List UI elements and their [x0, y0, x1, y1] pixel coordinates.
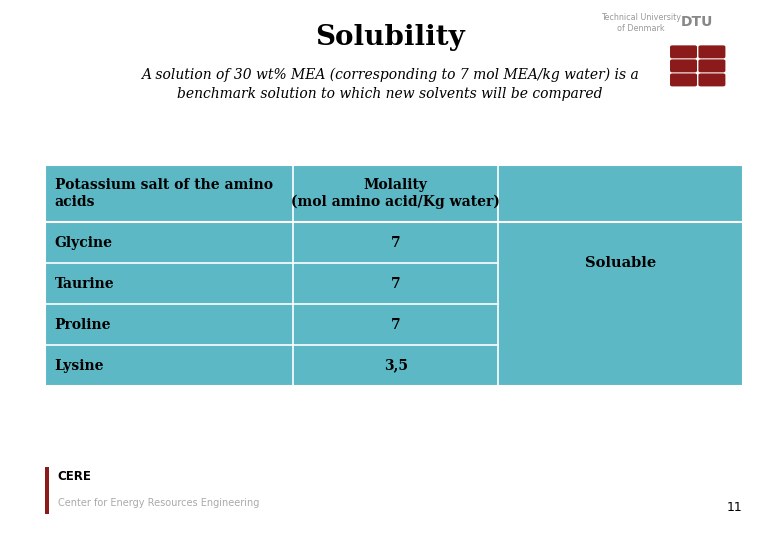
Text: A solution of 30 wt% MEA (corresponding to 7 mol MEA/kg water) is a
benchmark so: A solution of 30 wt% MEA (corresponding …: [141, 68, 639, 102]
Text: 7: 7: [391, 276, 400, 291]
Text: Proline: Proline: [55, 318, 111, 332]
FancyBboxPatch shape: [670, 45, 697, 58]
Text: 7: 7: [391, 236, 400, 249]
Text: Lysine: Lysine: [55, 359, 104, 373]
FancyBboxPatch shape: [698, 45, 725, 58]
Text: Glycine: Glycine: [55, 236, 112, 249]
Text: Solubility: Solubility: [315, 24, 465, 51]
Text: Taurine: Taurine: [55, 276, 114, 291]
Text: DTU: DTU: [680, 15, 713, 29]
Text: Soluable: Soluable: [585, 256, 656, 270]
FancyBboxPatch shape: [698, 73, 725, 86]
Bar: [45, 467, 49, 514]
Text: CERE: CERE: [58, 470, 91, 483]
Text: 11: 11: [727, 501, 743, 514]
Text: 3,5: 3,5: [384, 359, 408, 373]
Text: Technical University
of Denmark: Technical University of Denmark: [601, 14, 681, 33]
Text: Potassium salt of the amino
acids: Potassium salt of the amino acids: [55, 178, 272, 208]
FancyBboxPatch shape: [670, 73, 697, 86]
Text: Molality
(mol amino acid/Kg water): Molality (mol amino acid/Kg water): [291, 178, 500, 209]
FancyBboxPatch shape: [670, 59, 697, 72]
Text: Center for Energy Resources Engineering: Center for Energy Resources Engineering: [58, 498, 259, 508]
Text: 7: 7: [391, 318, 400, 332]
FancyBboxPatch shape: [698, 59, 725, 72]
